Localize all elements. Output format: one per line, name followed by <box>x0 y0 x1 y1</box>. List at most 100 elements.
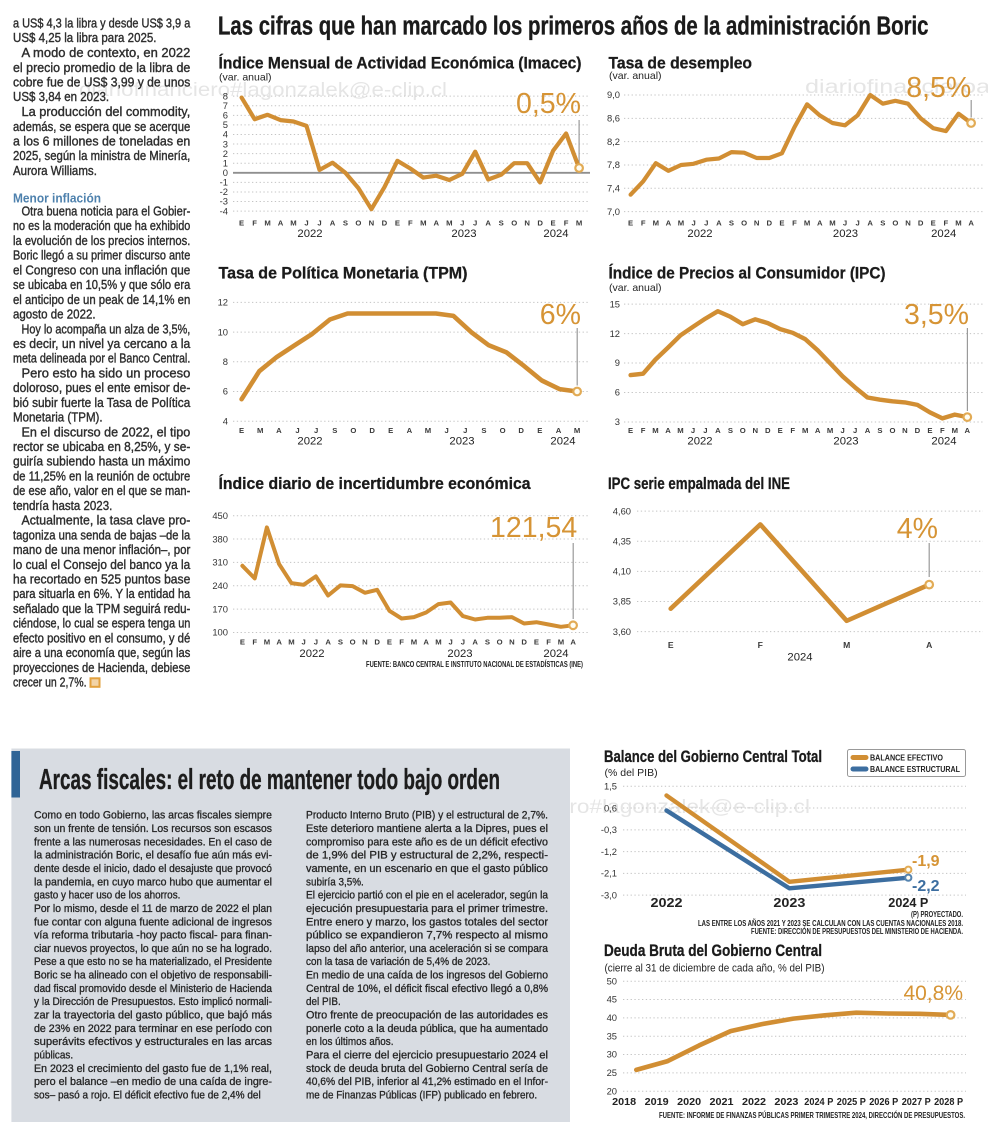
svg-text:Índice diario de incertidumbre: Índice diario de incertidumbre económica <box>219 474 532 493</box>
svg-text:M: M <box>843 640 850 650</box>
svg-text:2023: 2023 <box>447 648 472 660</box>
svg-text:J: J <box>460 219 464 228</box>
svg-text:2024: 2024 <box>550 436 575 448</box>
svg-text:M: M <box>420 219 426 228</box>
svg-text:zar la trayectoria del gasto p: zar la trayectoria del gasto público, qu… <box>34 1010 272 1022</box>
svg-text:no es la moderación que ha exh: no es la moderación que ha exhibido <box>13 218 190 233</box>
svg-text:2: 2 <box>223 148 228 159</box>
svg-text:A: A <box>815 426 821 435</box>
svg-text:J: J <box>843 219 847 228</box>
svg-text:a los 6 millones de toneladas: a los 6 millones de toneladas en <box>13 134 190 149</box>
svg-text:4%: 4% <box>897 513 938 545</box>
svg-text:2026 P: 2026 P <box>869 1096 898 1108</box>
svg-text:el precio promedio de la libra: el precio promedio de la libra de <box>13 60 190 75</box>
svg-text:Boric se ha alineado con el ob: Boric se ha alineado con el objetivo de … <box>34 970 272 982</box>
svg-text:dad fiscal promovido desde el: dad fiscal promovido desde el Ministerio… <box>34 983 273 995</box>
svg-text:F: F <box>940 426 945 435</box>
svg-text:N: N <box>902 426 908 435</box>
svg-text:E: E <box>395 219 400 228</box>
svg-text:S: S <box>338 638 343 647</box>
svg-text:diariofinancieroa: diariofinancieroa <box>805 76 988 98</box>
svg-text:0: 0 <box>223 167 228 178</box>
svg-text:8,5%: 8,5% <box>906 72 971 104</box>
svg-text:3,5%: 3,5% <box>904 299 969 331</box>
svg-text:A: A <box>968 219 974 228</box>
svg-text:D: D <box>765 426 771 435</box>
svg-text:US$ 4,25 la libra para 2025.: US$ 4,25 la libra para 2025. <box>13 30 157 45</box>
svg-text:J: J <box>444 426 448 435</box>
svg-text:vamente, en un escenario en qu: vamente, en un escenario en que el gasto… <box>306 863 548 875</box>
svg-text:45: 45 <box>607 994 617 1005</box>
svg-text:S: S <box>332 426 337 435</box>
svg-text:O: O <box>355 219 361 228</box>
svg-text:2022: 2022 <box>297 228 322 240</box>
svg-text:10: 10 <box>218 326 228 337</box>
svg-text:E: E <box>628 426 633 435</box>
svg-text:BALANCE EFECTIVO: BALANCE EFECTIVO <box>870 754 943 763</box>
svg-text:2024: 2024 <box>931 436 956 448</box>
svg-text:F: F <box>252 219 257 228</box>
svg-text:F: F <box>641 219 646 228</box>
svg-text:40,8%: 40,8% <box>903 982 963 1005</box>
svg-text:la pandemia, en cuyo marco hub: la pandemia, en cuyo marco hubo que aume… <box>34 876 272 888</box>
svg-text:N: N <box>753 426 759 435</box>
svg-text:A modo de contexto, en 2022: A modo de contexto, en 2022 <box>22 45 191 60</box>
svg-text:F: F <box>546 638 551 647</box>
svg-text:Por lo mismo, desde el 11 de m: Por lo mismo, desde el 11 de marzo de 20… <box>34 903 272 915</box>
svg-text:M: M <box>827 426 833 435</box>
svg-text:IPC serie empalmada del INE: IPC serie empalmada del INE <box>608 474 790 493</box>
svg-text:0,5%: 0,5% <box>516 88 581 120</box>
svg-text:O: O <box>350 638 356 647</box>
svg-text:M: M <box>829 219 835 228</box>
svg-text:M: M <box>558 638 564 647</box>
svg-text:2024: 2024 <box>543 228 568 240</box>
svg-text:Tasa de desempleo: Tasa de desempleo <box>609 54 753 73</box>
svg-text:M: M <box>257 426 263 435</box>
svg-text:2023: 2023 <box>833 436 858 448</box>
svg-text:A: A <box>817 219 823 228</box>
svg-text:1: 1 <box>223 157 228 168</box>
svg-text:5: 5 <box>223 119 228 130</box>
svg-text:cobre fue de US$ 3,99 y de uno: cobre fue de US$ 3,99 y de unos <box>13 75 190 90</box>
svg-text:A: A <box>485 219 491 228</box>
svg-text:M: M <box>264 219 270 228</box>
svg-text:Monetaria (TPM).: Monetaria (TPM). <box>13 410 103 425</box>
svg-text:170: 170 <box>212 603 228 614</box>
svg-text:(cierre al 31 de diciembre de: (cierre al 31 de diciembre de cada año, … <box>605 963 825 975</box>
svg-text:ciar nuevos proyectos, lo que: ciar nuevos proyectos, lo que aún no se … <box>34 943 272 955</box>
svg-text:A: A <box>715 426 721 435</box>
svg-text:a US$ 4,3 la libra y desde US$: a US$ 4,3 la libra y desde US$ 3,9 a <box>13 16 191 31</box>
svg-text:N: N <box>905 219 911 228</box>
svg-text:3: 3 <box>223 138 228 149</box>
svg-text:J: J <box>473 219 477 228</box>
svg-text:M: M <box>288 638 294 647</box>
svg-text:A: A <box>666 219 672 228</box>
svg-text:7,8: 7,8 <box>607 159 620 170</box>
svg-text:agosto de 2022.: agosto de 2022. <box>13 307 96 322</box>
svg-text:En el discurso de 2022, el tip: En el discurso de 2022, el tipo <box>22 424 191 439</box>
svg-text:A: A <box>570 638 576 647</box>
svg-text:9,0: 9,0 <box>607 89 620 100</box>
svg-text:A: A <box>556 426 562 435</box>
svg-text:para situarla en 6%. Y la enti: para situarla en 6%. Y la entidad ha <box>13 586 191 601</box>
svg-text:es decir, un nivel ya cercano: es decir, un nivel ya cercano a la <box>13 336 191 351</box>
svg-text:M: M <box>411 638 417 647</box>
svg-text:1,5: 1,5 <box>604 781 617 792</box>
svg-text:2028 P: 2028 P <box>934 1096 963 1108</box>
svg-text:ciéndose, lo cual se espera te: ciéndose, lo cual se espera tenga un <box>13 616 190 631</box>
svg-text:la evolución de los precios in: la evolución de los precios internos. <box>13 233 190 248</box>
svg-text:público se expandieron 7,7% re: público se expandieron 7,7% respecto al … <box>306 930 548 942</box>
svg-text:M: M <box>678 219 684 228</box>
svg-text:son un frente de tensión. Los: son un frente de tensión. Los recursos s… <box>34 823 272 835</box>
svg-text:E: E <box>628 219 633 228</box>
svg-text:50: 50 <box>607 975 617 986</box>
svg-text:E: E <box>240 638 245 647</box>
svg-text:Tasa de Política Monetaria (TP: Tasa de Política Monetaria (TPM) <box>219 264 468 283</box>
svg-text:E: E <box>537 426 542 435</box>
svg-text:100: 100 <box>212 627 228 638</box>
svg-text:J: J <box>840 426 844 435</box>
svg-text:N: N <box>362 638 368 647</box>
svg-text:tendría hasta 2023.: tendría hasta 2023. <box>13 498 112 513</box>
svg-text:380: 380 <box>212 533 228 544</box>
svg-text:doloroso, pues el ente emisor: doloroso, pues el ente emisor de- <box>13 380 190 395</box>
